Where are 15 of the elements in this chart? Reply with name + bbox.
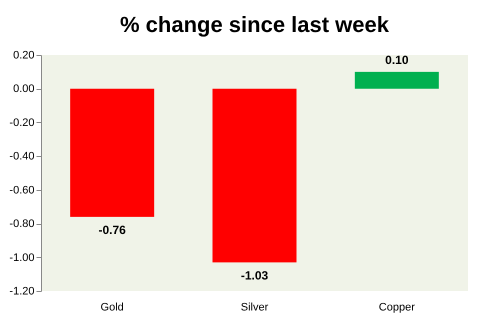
x-tick-label: Gold [100,302,124,314]
data-label: -1.03 [240,268,268,282]
y-tick-label: -1.20 [9,286,34,298]
y-tick-label: 0.00 [13,83,34,96]
data-label: -0.76 [98,222,126,237]
x-tick-label: Copper [378,302,416,314]
y-tick-label: -0.40 [9,150,34,163]
y-tick-label: -0.80 [9,218,34,230]
y-tick-label: -1.00 [9,252,34,264]
y-tick-label: -0.20 [9,116,34,129]
chart-title: % change since last week [120,12,390,37]
x-tick-label: Silver [240,302,269,314]
y-tick-label: 0.20 [13,50,34,62]
data-label: 0.10 [385,52,409,67]
y-tick-label: -0.60 [9,184,34,196]
